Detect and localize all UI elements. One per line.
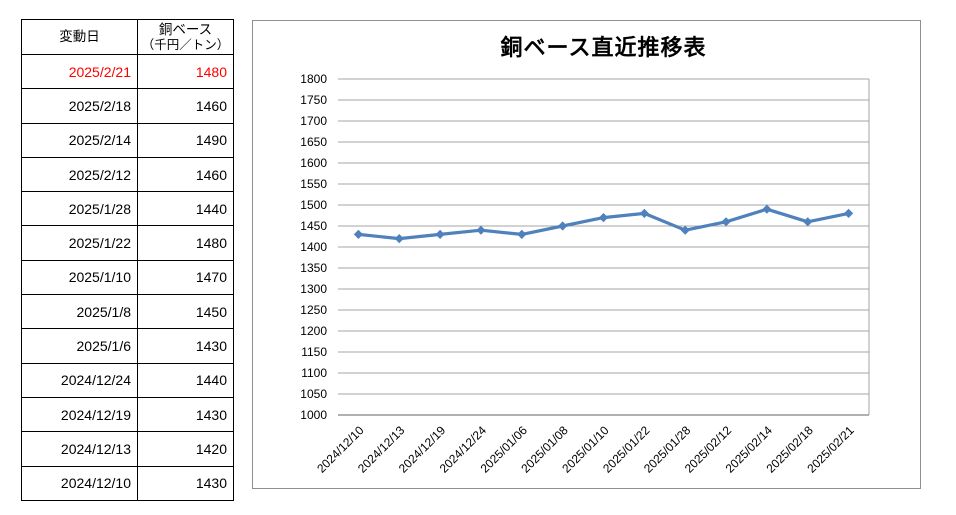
value-cell[interactable]: 1480 xyxy=(137,225,234,261)
value-cell[interactable]: 1430 xyxy=(137,328,234,364)
date-cell[interactable]: 2024/12/10 xyxy=(21,465,138,501)
y-axis-label: 1550 xyxy=(300,177,327,191)
data-point-marker[interactable] xyxy=(803,217,813,227)
table-row: 2024/12/13 1420 xyxy=(21,431,234,467)
date-column-header-label: 変動日 xyxy=(59,29,100,45)
data-point-marker[interactable] xyxy=(353,229,364,239)
table-row: 2025/2/21 1480 xyxy=(21,53,234,90)
data-point-marker[interactable] xyxy=(680,225,690,235)
table-row: 2025/1/10 1470 xyxy=(21,259,234,296)
table-row: 2025/1/8 1450 xyxy=(21,294,234,330)
data-point-marker[interactable] xyxy=(558,221,568,231)
value-cell[interactable]: 1440 xyxy=(137,191,234,227)
value-column-header: 銅ベース （千円／トン） xyxy=(137,19,234,55)
chart-title: 銅ベース直近推移表 xyxy=(500,35,707,60)
value-column-header-line2: （千円／トン） xyxy=(141,37,230,52)
data-point-marker[interactable] xyxy=(517,229,527,239)
table-row: 2024/12/10 1430 xyxy=(21,465,234,501)
date-cell[interactable]: 2025/1/6 xyxy=(21,328,138,364)
y-axis-label: 1250 xyxy=(300,303,327,317)
table-row: 2024/12/24 1440 xyxy=(21,362,234,398)
date-cell[interactable]: 2025/1/10 xyxy=(21,259,138,296)
table-row: 2025/1/22 1480 xyxy=(21,225,234,261)
y-axis-label: 1000 xyxy=(300,408,327,422)
date-cell[interactable]: 2025/2/12 xyxy=(21,156,138,193)
y-axis-label: 1800 xyxy=(300,72,327,86)
y-axis-label: 1400 xyxy=(300,240,327,254)
y-axis-label: 1200 xyxy=(300,324,327,338)
chart-container[interactable]: 銅ベース直近推移表 1000 1050 1100 1150 1200 1250 1300 13… xyxy=(252,20,921,489)
date-cell[interactable]: 2024/12/19 xyxy=(21,396,138,433)
value-cell[interactable]: 1430 xyxy=(137,465,234,501)
data-point-marker[interactable] xyxy=(476,225,486,235)
value-cell[interactable]: 1460 xyxy=(137,88,234,124)
table-row: 2024/12/19 1430 xyxy=(21,396,234,433)
table-row: 2025/2/12 1460 xyxy=(21,156,234,193)
y-axis-label: 1750 xyxy=(300,93,327,107)
y-axis-label: 1350 xyxy=(300,261,327,275)
value-cell[interactable]: 1480 xyxy=(137,53,234,90)
table-row: 2025/2/14 1490 xyxy=(21,122,234,158)
date-column-header: 変動日 xyxy=(21,19,138,55)
value-cell[interactable]: 1430 xyxy=(137,396,234,433)
y-axis-label: 1050 xyxy=(300,387,327,401)
y-axis-label: 1300 xyxy=(300,282,327,296)
line-chart[interactable]: 1000 1050 1100 1150 1200 1250 1300 1350 1400 1450… xyxy=(253,21,919,487)
y-axis-label: 1650 xyxy=(300,135,327,149)
value-cell[interactable]: 1420 xyxy=(137,431,234,467)
date-cell[interactable]: 2025/1/22 xyxy=(21,225,138,261)
value-cell[interactable]: 1490 xyxy=(137,122,234,158)
table-row: 2025/1/6 1430 xyxy=(21,328,234,364)
data-point-marker[interactable] xyxy=(639,208,649,218)
value-cell[interactable]: 1470 xyxy=(137,259,234,296)
y-axis-label: 1600 xyxy=(300,156,327,170)
date-cell[interactable]: 2025/2/18 xyxy=(21,88,138,124)
data-point-marker[interactable] xyxy=(721,217,731,227)
date-cell[interactable]: 2024/12/24 xyxy=(21,362,138,398)
data-point-marker[interactable] xyxy=(394,234,404,244)
y-axis-label: 1700 xyxy=(300,114,327,128)
data-point-marker[interactable] xyxy=(843,208,854,218)
date-cell[interactable]: 2025/1/28 xyxy=(21,191,138,227)
price-table: 変動日 銅ベース （千円／トン） 2025/2/21 1480 2025/2/18 1… xyxy=(21,19,234,501)
y-axis-label: 1500 xyxy=(300,198,327,212)
date-cell[interactable]: 2025/2/21 xyxy=(21,53,138,90)
date-cell[interactable]: 2025/2/14 xyxy=(21,122,138,158)
data-point-marker[interactable] xyxy=(762,204,772,214)
date-cell[interactable]: 2024/12/13 xyxy=(21,431,138,467)
y-axis-label: 1450 xyxy=(300,219,327,233)
data-point-marker[interactable] xyxy=(435,229,445,239)
y-axis-label: 1100 xyxy=(301,366,327,380)
value-cell[interactable]: 1450 xyxy=(137,294,234,330)
price-table-header-row: 変動日 銅ベース （千円／トン） xyxy=(21,19,234,55)
table-row: 2025/1/28 1440 xyxy=(21,191,234,227)
value-cell[interactable]: 1460 xyxy=(137,156,234,193)
table-row: 2025/2/18 1460 xyxy=(21,88,234,124)
data-point-marker[interactable] xyxy=(598,213,609,223)
date-cell[interactable]: 2025/1/8 xyxy=(21,294,138,330)
y-axis-label: 1150 xyxy=(301,345,327,359)
value-cell[interactable]: 1440 xyxy=(137,362,234,398)
value-column-header-line1: 銅ベース xyxy=(158,22,213,38)
